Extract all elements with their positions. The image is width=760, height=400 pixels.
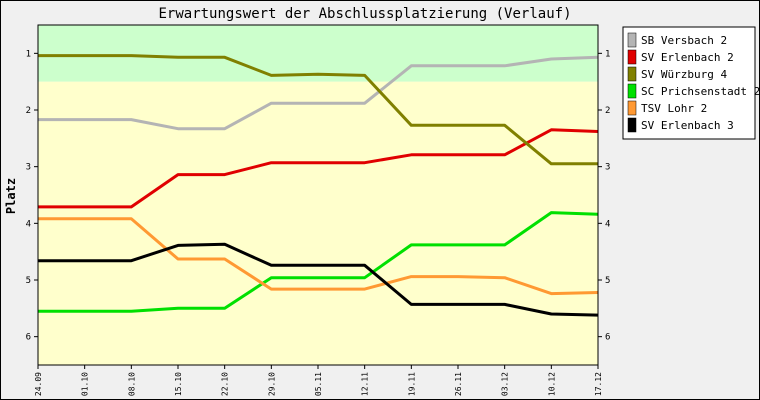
background-bands bbox=[38, 25, 598, 366]
y-tick-label-left-3: 3 bbox=[26, 163, 31, 173]
legend-swatch-4 bbox=[627, 100, 637, 116]
x-tick-label-12: 17.12 bbox=[594, 372, 603, 396]
y-tick-label-right-2: 2 bbox=[605, 106, 610, 116]
x-tick-label-10: 03.12 bbox=[501, 372, 510, 396]
y-axis-label: Platz bbox=[4, 178, 18, 214]
y-tick-label-right-4: 4 bbox=[605, 219, 610, 229]
legend-label-1: SV Erlenbach 2 bbox=[641, 51, 734, 64]
legend-swatch-3 bbox=[627, 83, 637, 99]
y-tick-label-left-2: 2 bbox=[26, 106, 31, 116]
series-line-1 bbox=[38, 128, 599, 209]
legend-label-4: TSV Lohr 2 bbox=[641, 102, 707, 115]
legend-label-3: SC Prichsenstadt 2 bbox=[641, 85, 760, 98]
series-line-2 bbox=[38, 54, 598, 166]
legend-label-5: SV Erlenbach 3 bbox=[641, 119, 734, 132]
x-tick-label-9: 26.11 bbox=[454, 372, 463, 396]
x-tick-label-4: 22.10 bbox=[221, 372, 230, 396]
x-tick-label-3: 15.10 bbox=[174, 372, 183, 396]
legend-label-0: SB Versbach 2 bbox=[641, 34, 727, 47]
series-line-0 bbox=[38, 55, 599, 131]
legend-swatch-2 bbox=[627, 66, 637, 82]
y-axis-left: 1 2 3 4 5 6 bbox=[26, 49, 38, 343]
legend: SB Versbach 2 SV Erlenbach 2 SV Würzburg 4… bbox=[622, 26, 760, 140]
y-tick-label-left-5: 5 bbox=[26, 276, 31, 286]
series-line-4 bbox=[38, 217, 599, 296]
band-1 bbox=[38, 81, 598, 366]
series-lines bbox=[38, 54, 599, 317]
legend-swatch-1 bbox=[627, 49, 637, 65]
x-tick-label-7: 12.11 bbox=[361, 372, 370, 396]
y-tick-label-right-1: 1 bbox=[605, 49, 610, 59]
y-tick-label-right-3: 3 bbox=[605, 163, 610, 173]
y-tick-label-right-5: 5 bbox=[605, 276, 610, 286]
series-line-3 bbox=[38, 211, 599, 313]
x-tick-label-11: 10.12 bbox=[547, 372, 556, 396]
band-0 bbox=[38, 25, 598, 82]
x-tick-label-2: 08.10 bbox=[127, 372, 136, 396]
x-tick-label-6: 05.11 bbox=[314, 372, 323, 396]
x-tick-label-8: 19.11 bbox=[407, 372, 416, 396]
x-axis: 24.09 01.10 08.10 15.10 22.10 29.10 05.11 12.11… bbox=[34, 365, 603, 396]
x-tick-label-0: 24.09 bbox=[34, 372, 43, 396]
legend-box bbox=[622, 26, 756, 140]
y-tick-label-left-4: 4 bbox=[26, 219, 31, 229]
legend-label-2: SV Würzburg 4 bbox=[641, 68, 727, 81]
y-tick-label-left-6: 6 bbox=[26, 333, 31, 343]
y-tick-label-left-1: 1 bbox=[26, 49, 31, 59]
x-tick-label-5: 29.10 bbox=[267, 372, 276, 396]
legend-swatch-0 bbox=[627, 32, 637, 48]
y-tick-label-right-6: 6 bbox=[605, 333, 610, 343]
chart-title: Erwartungswert der Abschlussplatzierung … bbox=[158, 6, 571, 22]
series-line-5 bbox=[38, 242, 599, 317]
legend-swatch-5 bbox=[627, 117, 637, 133]
y-axis-right: 1 2 3 4 5 6 bbox=[598, 49, 610, 343]
x-tick-label-1: 01.10 bbox=[81, 372, 90, 396]
